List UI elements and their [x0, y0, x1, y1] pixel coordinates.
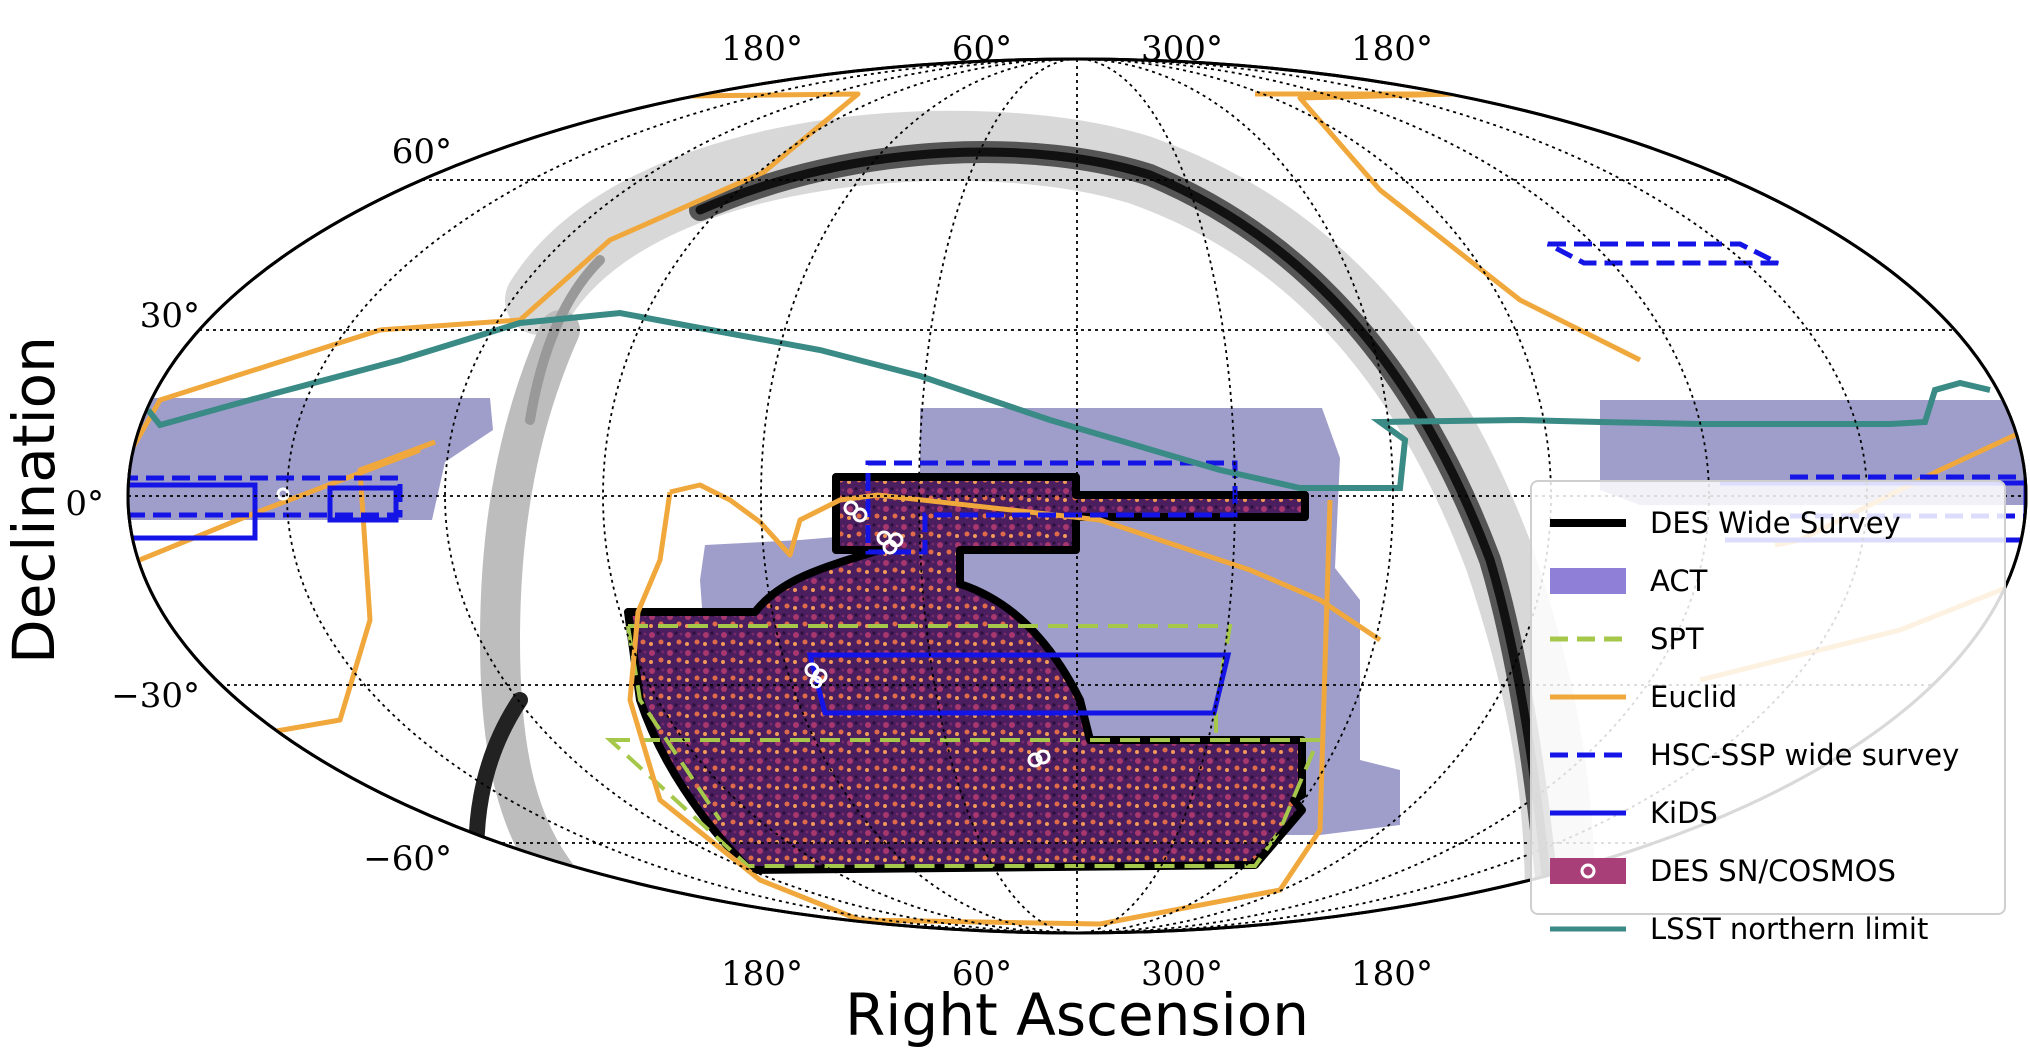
dec-tick: −30°: [111, 676, 200, 716]
legend-item-act: ACT: [1548, 552, 2004, 610]
act-fill-swatch: [1550, 568, 1626, 594]
dec-tick: −60°: [363, 839, 452, 879]
des-wide-survey: [624, 473, 1309, 874]
dec-ticks: 60° 30° 0° −30° −60°: [65, 132, 452, 879]
ra-bottom-tick: 60°: [952, 954, 1012, 994]
legend: DES Wide Survey ACT SPT Euclid HSC-SSP w…: [1530, 480, 2006, 946]
ra-bottom-tick: 180°: [721, 954, 803, 994]
legend-item-hsc: HSC-SSP wide survey: [1548, 726, 2004, 784]
ra-top-tick: 300°: [1141, 29, 1223, 69]
dec-tick: 0°: [65, 484, 104, 524]
legend-item-des: DES Wide Survey: [1548, 494, 2004, 552]
dec-tick: 60°: [392, 132, 452, 172]
hsc-dash-swatch: [1550, 752, 1626, 758]
kids-line-swatch: [1550, 810, 1626, 816]
ra-bottom-ticks: 180° 60° 300° 180°: [721, 954, 1433, 994]
legend-label: LSST northern limit: [1650, 912, 1929, 946]
legend-item-lsst: LSST northern limit: [1548, 900, 2004, 958]
des-sn-cosmos-markers: [276, 487, 1051, 768]
lsst-line-swatch: [1550, 926, 1626, 932]
legend-item-kids: KiDS: [1548, 784, 2004, 842]
legend-item-spt: SPT: [1548, 610, 2004, 668]
ra-bottom-tick: 180°: [1351, 954, 1433, 994]
legend-item-euclid: Euclid: [1548, 668, 2004, 726]
des-sn-swatch: [1550, 858, 1626, 884]
ra-top-tick: 60°: [952, 29, 1012, 69]
legend-label: ACT: [1650, 564, 1708, 598]
legend-label: DES SN/COSMOS: [1650, 854, 1896, 888]
ra-top-ticks: 180° 60° 300° 180°: [721, 29, 1433, 69]
ra-bottom-tick: 300°: [1141, 954, 1223, 994]
x-axis-label: Right Ascension: [845, 981, 1309, 1049]
y-axis-label: Declination: [0, 336, 68, 664]
legend-label: Euclid: [1650, 680, 1738, 714]
dec-tick: 30°: [140, 296, 200, 336]
euclid-line-swatch: [1550, 694, 1626, 700]
ra-top-tick: 180°: [721, 29, 803, 69]
ra-top-tick: 180°: [1351, 29, 1433, 69]
legend-label: KiDS: [1650, 796, 1718, 830]
legend-label: SPT: [1650, 622, 1704, 656]
spt-dash-swatch: [1550, 636, 1626, 642]
legend-label: HSC-SSP wide survey: [1650, 738, 1960, 772]
legend-item-des-sn-cosmos: DES SN/COSMOS: [1548, 842, 2004, 900]
des-line-swatch: [1550, 519, 1626, 527]
legend-label: DES Wide Survey: [1650, 506, 1901, 540]
